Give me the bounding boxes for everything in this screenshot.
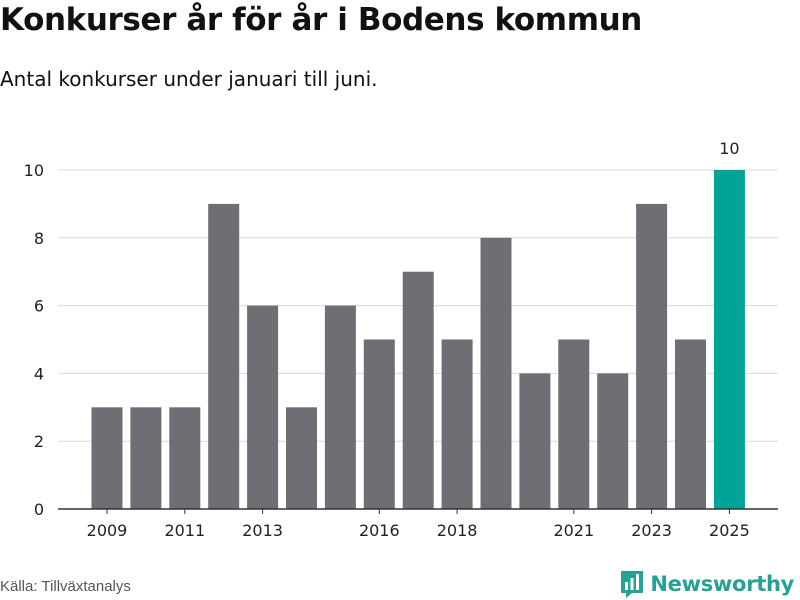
- bar-2012: [208, 203, 240, 509]
- data-label: 10: [719, 139, 739, 158]
- x-tick-label: 2009: [87, 521, 128, 540]
- y-tick-label: 8: [34, 229, 44, 248]
- data-labels: 10: [719, 139, 739, 158]
- bar-2021: [558, 339, 590, 509]
- bar-2018: [441, 339, 473, 509]
- x-axis-ticks: 2009 2011 2013 2016 2018 2021 2023 2025: [87, 509, 750, 540]
- bar-2015: [324, 305, 356, 509]
- bar-2020: [519, 373, 551, 509]
- bar-2009: [91, 407, 123, 509]
- bar-2019: [480, 237, 512, 510]
- bar-2010: [130, 407, 162, 509]
- brand-name: Newsworthy: [650, 572, 794, 596]
- chart-title: Konkurser år för år i Bodens kommun: [0, 2, 642, 38]
- newsworthy-logo-icon: [621, 571, 644, 598]
- x-tick-label: 2011: [164, 521, 205, 540]
- x-tick-label: 2016: [359, 521, 400, 540]
- bar-2022: [597, 373, 629, 509]
- bar-2023: [636, 203, 668, 509]
- chart-subtitle: Antal konkurser under januari till juni.: [0, 67, 378, 91]
- x-tick-label: 2025: [709, 521, 750, 540]
- bar-2014: [286, 407, 317, 509]
- bar-2025: [713, 170, 745, 509]
- y-tick-label: 2: [34, 432, 44, 451]
- x-tick-label: 2018: [437, 521, 478, 540]
- y-axis-ticks: 0 2 4 6 8 10: [24, 161, 44, 519]
- bars: [91, 170, 745, 510]
- bar-2024: [675, 339, 706, 509]
- bar-2017: [402, 271, 434, 509]
- source-note: Källa: Tillväxtanalys: [0, 578, 131, 595]
- bar-2016: [363, 339, 395, 509]
- y-tick-label: 10: [24, 161, 44, 180]
- bar-2011: [169, 407, 201, 509]
- bar-2013: [247, 305, 279, 509]
- newsworthy-logo: Newsworthy: [620, 569, 794, 599]
- bar-chart: 0 2 4 6 8 10 2009 2011 2013 2016 2018 2021 2023 2025…: [24, 139, 778, 540]
- x-tick-label: 2023: [631, 521, 672, 540]
- y-tick-label: 6: [34, 297, 44, 316]
- x-tick-label: 2013: [242, 521, 283, 540]
- x-tick-label: 2021: [553, 521, 594, 540]
- y-tick-label: 0: [34, 500, 44, 519]
- y-tick-label: 4: [34, 364, 44, 383]
